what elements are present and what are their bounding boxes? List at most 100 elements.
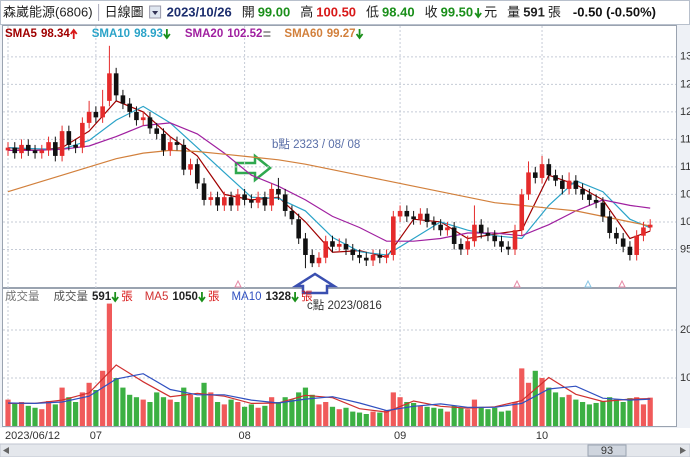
candle-body xyxy=(607,216,612,233)
candle-body xyxy=(215,197,220,206)
annotation: c點 2023/0816 xyxy=(307,299,382,312)
volume-bar xyxy=(566,394,572,426)
candle-body xyxy=(249,199,254,203)
legend-name: SMA10 xyxy=(92,28,130,40)
volume-bar xyxy=(154,392,160,426)
candle-body xyxy=(46,142,51,151)
candle-body xyxy=(276,188,281,195)
volume-bar xyxy=(586,404,592,426)
candle-body xyxy=(12,147,18,154)
volume-bar xyxy=(647,397,653,426)
volume-bar xyxy=(201,382,207,426)
volume-bar xyxy=(620,401,626,426)
y-tick-label: 13 xyxy=(680,51,690,63)
volume-bar xyxy=(255,407,261,426)
volume-bar xyxy=(194,397,200,426)
volume-bar xyxy=(262,405,268,426)
volume-bar xyxy=(133,397,140,426)
y-tick-label: 11 xyxy=(680,133,690,145)
signal-marker xyxy=(618,279,626,288)
volume-bar xyxy=(627,398,633,426)
volume-bar xyxy=(613,399,619,426)
legend-value: 591 xyxy=(92,291,112,303)
volume-bar xyxy=(73,401,79,426)
candle-body xyxy=(309,254,315,264)
c-point-arrow xyxy=(291,272,339,295)
candle-body xyxy=(174,142,180,145)
scroll-left[interactable] xyxy=(3,447,9,454)
candle-body xyxy=(350,249,356,255)
y-tick-label: 20 xyxy=(680,324,690,336)
volume-bar xyxy=(302,387,309,426)
candle-body xyxy=(39,150,45,154)
candle-body xyxy=(363,257,369,261)
candle-body xyxy=(66,131,72,145)
candle-body xyxy=(188,164,193,170)
y-tick-label: 12 xyxy=(680,78,690,90)
candle-body xyxy=(492,235,498,242)
volume-bar xyxy=(140,399,146,426)
scroll-thumb[interactable] xyxy=(587,444,627,457)
volume-bar xyxy=(546,387,552,426)
volume-bar xyxy=(431,407,437,426)
header-text: -0.50 (-0.50%) xyxy=(573,4,656,19)
scroll-right[interactable] xyxy=(680,447,686,454)
candle-body xyxy=(553,175,558,181)
trend-arrow-up xyxy=(70,28,78,39)
candle-body xyxy=(80,122,85,148)
legend-name: SMA20 xyxy=(185,28,223,40)
volume-bar xyxy=(465,409,471,426)
volume-bar xyxy=(492,407,498,426)
candle-body xyxy=(25,144,31,151)
volume-bar xyxy=(25,405,31,426)
candle-body xyxy=(32,150,38,154)
volume-bar xyxy=(12,402,18,426)
volume-bar xyxy=(18,401,25,426)
candle-body xyxy=(107,73,112,101)
candle-body xyxy=(384,254,389,258)
trend-arrow-down xyxy=(111,292,119,303)
volume-bar xyxy=(221,404,227,426)
candle-body xyxy=(181,144,187,170)
legend-value: 1328 xyxy=(265,291,291,303)
volume-bar xyxy=(214,401,221,426)
volume-bar xyxy=(350,411,356,426)
x-tick-label: 08 xyxy=(238,430,250,442)
candle-body xyxy=(303,238,308,255)
candle-body xyxy=(411,216,416,220)
volume-bar xyxy=(580,401,586,426)
candle-body xyxy=(127,103,132,112)
volume-bar xyxy=(235,401,241,426)
x-tick-label: 2023/06/12 xyxy=(5,430,60,442)
candle-body xyxy=(587,194,592,200)
volume-bar xyxy=(336,409,342,426)
candle-body xyxy=(600,202,606,217)
header-text: 2023/10/26 xyxy=(167,4,232,19)
dropdown-caret xyxy=(152,11,159,15)
volume-bar xyxy=(296,392,302,426)
scrollbar[interactable] xyxy=(0,443,690,457)
annotation: b點 2323 / 08/ 08 xyxy=(272,138,360,151)
header-text: 低 xyxy=(366,4,379,19)
volume-bar xyxy=(127,394,133,426)
candle-body xyxy=(222,197,227,206)
legend-name: SMA5 xyxy=(5,28,38,40)
volume-bar xyxy=(147,401,153,426)
chart-layer: 森崴能源(6806) 日線圖 2023/10/26 開 99.00 高 100.50 低 98.… xyxy=(3,4,690,442)
volume-bar xyxy=(600,401,606,426)
volume-bar xyxy=(539,377,545,426)
candle-body xyxy=(289,210,295,220)
legend-value: 1050 xyxy=(172,291,198,303)
candle-body xyxy=(397,210,403,217)
trend-arrow-down xyxy=(163,29,171,40)
volume-bar xyxy=(282,397,288,426)
header-text: 森崴能源(6806) xyxy=(3,4,93,19)
candle-body xyxy=(73,144,78,148)
volume-bar xyxy=(174,401,180,426)
candle-body xyxy=(242,194,247,200)
candle-body xyxy=(323,241,329,258)
volume-bar xyxy=(478,406,484,426)
candle-body xyxy=(641,227,646,236)
candle-body xyxy=(593,199,599,203)
volume-bar xyxy=(45,401,52,426)
